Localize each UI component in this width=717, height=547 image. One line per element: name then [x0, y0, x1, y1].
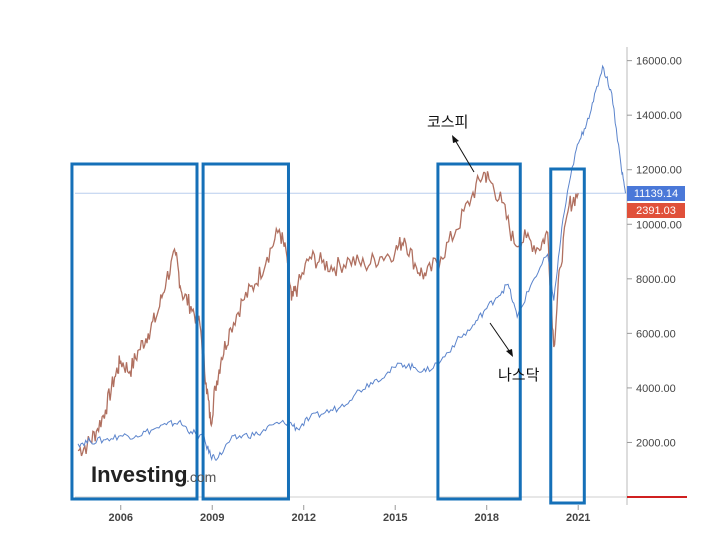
annotations: 코스피 나스닥	[427, 113, 540, 384]
value-badge	[627, 186, 685, 201]
x-tick-label: 2012	[291, 512, 315, 524]
y-tick-label: 10000.00	[636, 219, 682, 231]
highlight-boxes	[70, 162, 586, 505]
x-tick-label: 2021	[566, 512, 590, 524]
axes	[75, 47, 687, 505]
y-tick-label: 16000.00	[636, 56, 682, 68]
y-tick-label: 2000.00	[636, 437, 676, 449]
series-group	[77, 64, 626, 462]
value-badge	[627, 203, 685, 218]
highlight-box	[549, 167, 586, 505]
y-tick-label: 8000.00	[636, 274, 676, 286]
x-ticks: 2006 2009 2012 2015 2018 2021	[109, 505, 590, 524]
logo-suffix: .com	[186, 469, 216, 485]
value-badge-label: 11139.14	[634, 188, 678, 200]
arrow-kospi	[454, 139, 475, 173]
investing-logo: Investing .com	[91, 462, 216, 487]
y-tick-label: 14000.00	[636, 110, 682, 122]
x-tick-label: 2018	[474, 512, 498, 524]
x-tick-label: 2015	[383, 512, 407, 524]
kospi-line	[77, 171, 579, 457]
annotation-nasdaq: 나스닥	[498, 366, 540, 384]
arrowhead-kospi	[452, 135, 459, 143]
arrowhead-nasdaq	[506, 349, 513, 357]
x-tick-label: 2006	[109, 512, 133, 524]
annotation-kospi: 코스피	[427, 113, 468, 131]
nasdaq-line	[77, 64, 626, 462]
logo-brand: Investing	[91, 462, 188, 487]
y-tick-label: 6000.00	[636, 328, 676, 340]
highlight-box	[436, 162, 522, 501]
value-badge-label: 2391.03	[636, 205, 676, 217]
arrow-nasdaq	[489, 322, 511, 353]
y-tick-label: 4000.00	[636, 383, 676, 395]
y-ticks: 2000.00 4000.00 6000.00 8000.00 10000.00 1200…	[627, 56, 682, 449]
x-tick-label: 2009	[200, 512, 224, 524]
value-badges: 11139.14 2391.03	[627, 186, 685, 218]
y-tick-label: 12000.00	[636, 165, 682, 177]
highlight-box	[201, 162, 290, 501]
highlight-box	[70, 162, 199, 501]
